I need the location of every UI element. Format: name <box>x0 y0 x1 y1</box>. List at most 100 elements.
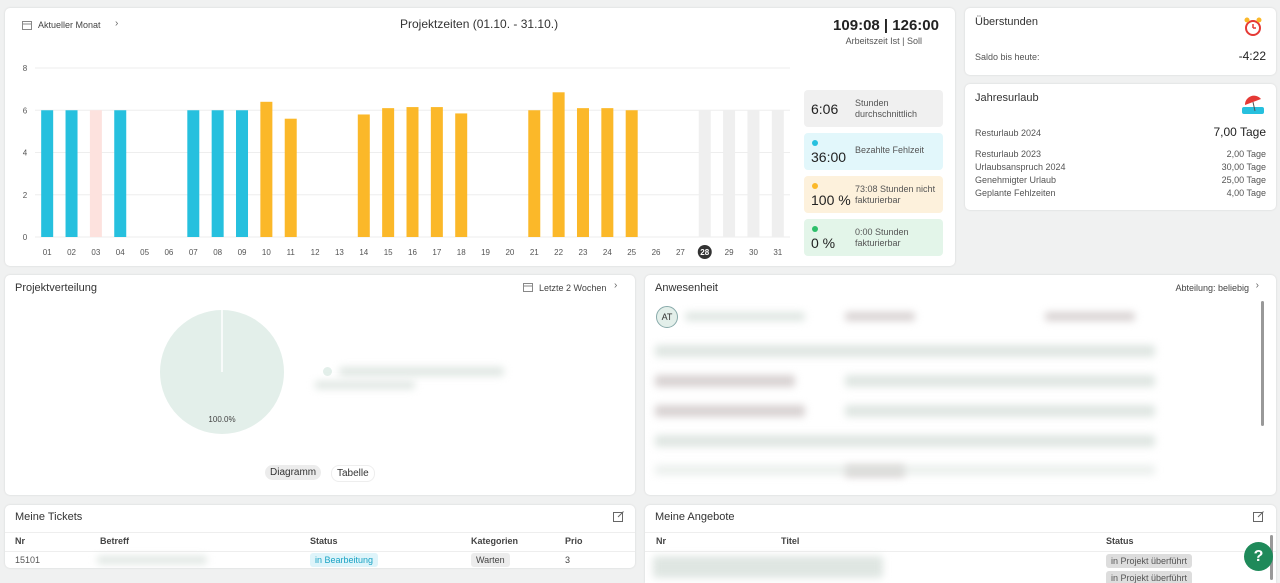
bar <box>357 114 370 237</box>
x-tick-label: 11 <box>287 248 296 257</box>
column-header[interactable]: Titel <box>781 536 800 546</box>
bar <box>89 110 102 237</box>
total: 109:08 | 126:00 <box>833 17 939 34</box>
bar <box>455 113 468 237</box>
calendar-icon <box>22 21 32 30</box>
bar <box>625 110 638 237</box>
row-label: Urlaubsanspruch 2024 <box>975 162 1066 172</box>
x-tick-label: 04 <box>116 248 125 257</box>
row-value: 25,00 Tage <box>1221 175 1266 185</box>
x-tick-label: 19 <box>481 248 490 257</box>
projektverteilung-card: Projektverteilung Letzte 2 Wochen › 100.… <box>5 275 635 495</box>
x-tick-label: 23 <box>579 248 588 257</box>
stat-label: Bezahlte Fehlzeit <box>855 145 925 155</box>
bar <box>576 108 589 237</box>
pie-chart: 100.0% <box>160 310 284 434</box>
stat-value: 36:00 <box>811 149 847 165</box>
tab[interactable]: Diagramm <box>265 465 322 480</box>
label: Resturlaub 2024 <box>975 128 1042 138</box>
column-header[interactable]: Kategorien <box>471 536 519 546</box>
x-tick-label: 16 <box>408 248 417 257</box>
x-tick-label: 13 <box>335 248 344 257</box>
redacted <box>845 312 915 321</box>
column-header[interactable]: Prio <box>565 536 583 546</box>
x-tick-label: 12 <box>311 248 320 257</box>
redacted <box>655 375 795 387</box>
data-label: 100.0% <box>208 415 235 424</box>
period-button[interactable]: Letzte 2 Wochen <box>539 283 607 293</box>
divider <box>5 551 635 552</box>
bar <box>382 108 395 237</box>
chevron: › <box>1255 280 1259 291</box>
x-tick-label: 07 <box>189 248 198 257</box>
x-tick-label: 06 <box>164 248 173 257</box>
y-tick-label: 0 <box>23 233 28 242</box>
stat-value: 6:06 <box>811 101 839 117</box>
x-tick-label: 02 <box>67 248 76 257</box>
prio: 3 <box>565 555 571 565</box>
label: Saldo bis heute: <box>975 52 1040 62</box>
redacted <box>655 405 805 417</box>
bar <box>747 110 760 237</box>
calendar-icon <box>523 283 533 292</box>
bar <box>771 110 784 237</box>
bar <box>406 107 419 237</box>
open-icon[interactable] <box>1253 511 1264 522</box>
x-tick-label: 28 <box>700 248 709 257</box>
alarm-icon <box>1244 17 1262 36</box>
redacted <box>1045 312 1135 321</box>
dot <box>812 226 818 232</box>
card-title: Anwesenheit <box>655 282 718 294</box>
x-tick-label: 25 <box>627 248 636 257</box>
status-pill: in Projekt überführt <box>1106 554 1193 568</box>
stat-label: Stunden durchschnittlich <box>855 98 918 119</box>
x-tick-label: 14 <box>359 248 368 257</box>
redacted <box>655 465 1155 475</box>
chevron: › <box>115 18 119 29</box>
row-value: 30,00 Tage <box>1221 162 1266 172</box>
bar <box>723 110 736 237</box>
stat-box: 100 % 73:08 Stunden nicht fakturierbar <box>804 176 943 213</box>
scrollbar[interactable] <box>1261 301 1264 426</box>
x-tick-label: 20 <box>505 248 514 257</box>
chevron: › <box>614 280 618 291</box>
period-button[interactable]: Aktueller Monat <box>38 20 101 30</box>
x-tick-label: 31 <box>773 248 782 257</box>
y-tick-label: 2 <box>23 191 28 200</box>
redacted <box>685 312 805 321</box>
bar <box>41 110 54 237</box>
bar <box>552 92 565 237</box>
help-button[interactable]: ? <box>1244 542 1273 571</box>
divider <box>645 551 1276 552</box>
category-pill: Warten <box>471 553 510 567</box>
value: 7,00 Tage <box>1213 125 1267 139</box>
stat-value: 100 % <box>811 192 851 208</box>
column-header[interactable]: Status <box>1106 536 1134 546</box>
column-header[interactable]: Betreff <box>100 536 130 546</box>
open-icon[interactable] <box>613 511 624 522</box>
y-tick-label: 4 <box>23 149 28 158</box>
column-header[interactable]: Nr <box>656 536 667 546</box>
column-header[interactable]: Status <box>310 536 338 546</box>
bar <box>187 110 200 237</box>
angebote-card: Meine Angebote Nr Titel Status in Projek… <box>645 505 1276 583</box>
x-tick-label: 27 <box>676 248 685 257</box>
card-title: Projektverteilung <box>15 282 97 294</box>
filter-button[interactable]: Abteilung: beliebig <box>1175 283 1249 293</box>
stat-box: 6:06 Stunden durchschnittlich <box>804 90 943 127</box>
redacted <box>845 375 1155 387</box>
y-tick-label: 6 <box>23 106 28 115</box>
tab[interactable]: Tabelle <box>331 465 375 482</box>
x-tick-label: 26 <box>652 248 661 257</box>
column-header[interactable]: Nr <box>15 536 26 546</box>
dot <box>812 183 818 189</box>
avatar: AT <box>656 306 678 328</box>
ticket-nr[interactable]: 15101 <box>15 555 41 565</box>
card-title: Meine Angebote <box>655 511 735 523</box>
bar <box>698 110 711 237</box>
projektzeiten-card: Aktueller Monat › Projektzeiten (01.10. … <box>5 8 955 266</box>
beach-icon <box>1242 95 1264 114</box>
stat-label: 73:08 Stunden nicht fakturierbar <box>855 184 936 205</box>
bar <box>601 108 614 237</box>
